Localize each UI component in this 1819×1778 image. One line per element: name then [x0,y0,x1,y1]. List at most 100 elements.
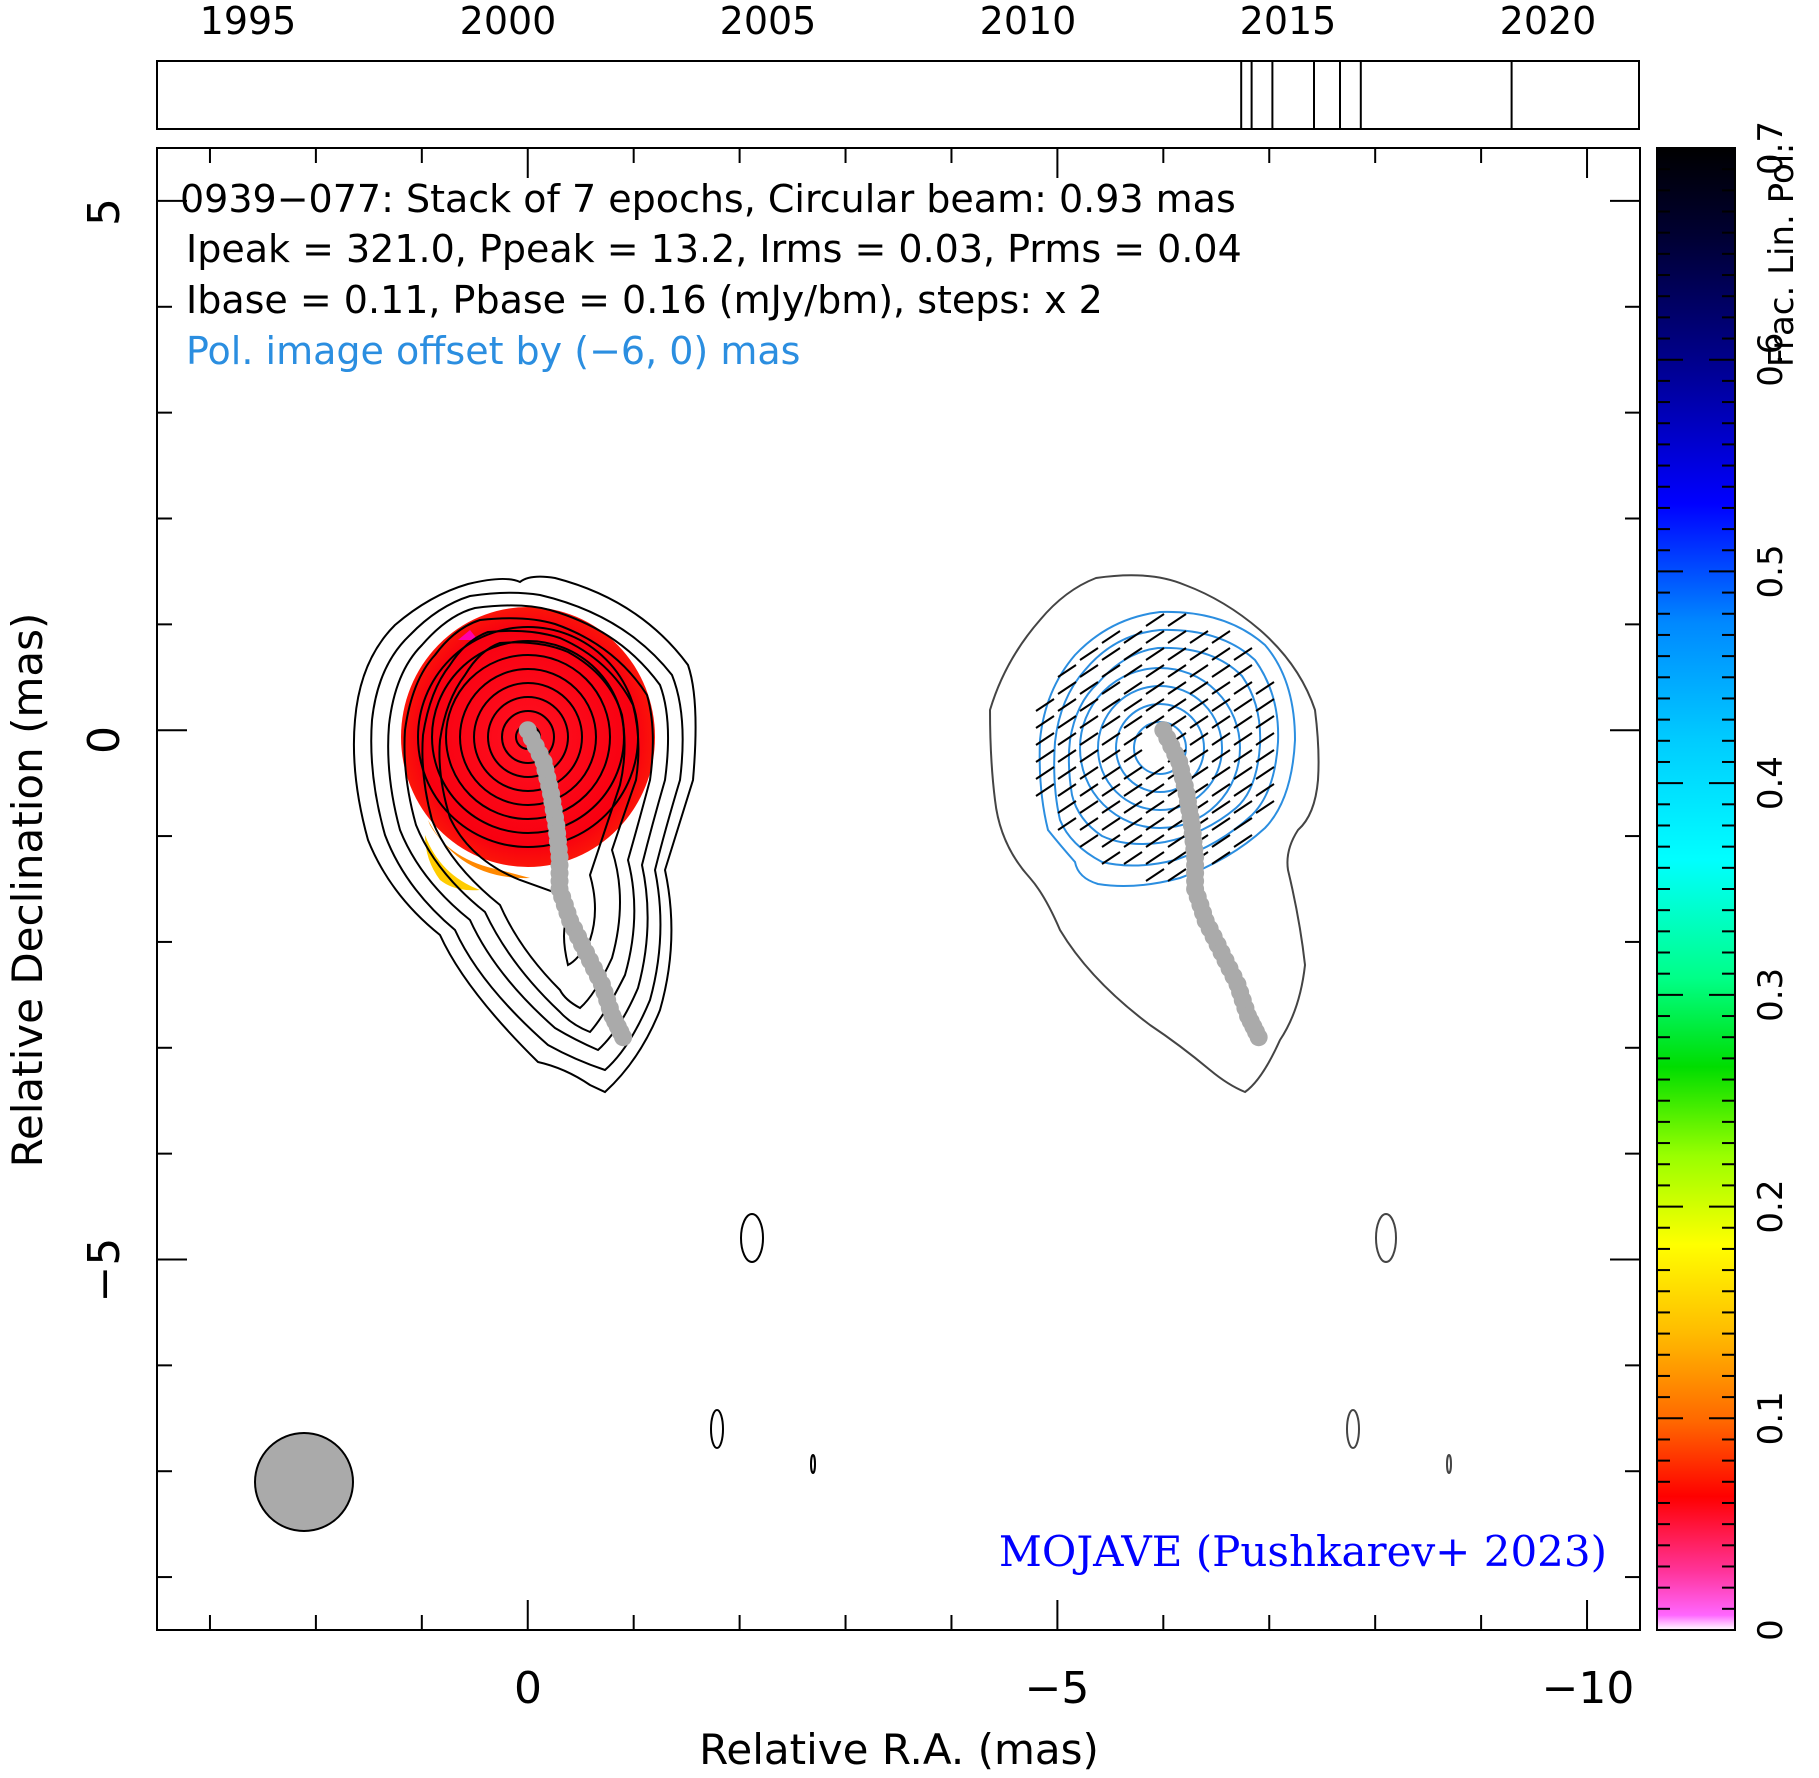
pol-noise-contour-2 [1346,1409,1360,1449]
pol-outline-contours [988,574,1452,1474]
evpa-tick [1233,664,1253,678]
epoch-timeline: 1995 2000 2005 2010 2015 2020 [156,0,1640,130]
evpa-tick [1035,715,1055,729]
colorbar-tick-label: 0.5 [1751,544,1791,598]
contour-13 [501,710,555,764]
evpa-tick [1101,851,1121,865]
timeline-year-label: 2010 [980,0,1077,43]
evpa-tick [1079,817,1099,831]
evpa-tick [1123,783,1143,797]
evpa-tick [1101,681,1121,695]
colorbar-tick-label: 0.3 [1751,968,1791,1022]
evpa-tick [1233,732,1253,746]
y-axis-label: Relative Declination (mas) [3,613,52,1168]
evpa-tick [1233,749,1253,763]
annotation-line-1: 0939−077: Stack of 7 epochs, Circular be… [180,177,1236,221]
colorbar-tick-label: 0.1 [1751,1391,1791,1445]
pol-noise-contour-3 [1446,1454,1452,1474]
evpa-tick [1211,851,1231,865]
contour-9 [445,654,611,820]
axis-ticks [157,148,1640,1630]
evpa-tick [1145,817,1165,831]
evpa-tick [1057,800,1077,814]
evpa-tick [1145,698,1165,712]
evpa-tick [1057,715,1077,729]
timeline-frame [156,60,1640,130]
evpa-tick [1211,630,1231,644]
evpa-tick [1145,715,1165,729]
contour-2 [370,591,684,1072]
evpa-tick [1255,749,1275,763]
evpa-tick [1167,834,1187,848]
evpa-tick [1101,630,1121,644]
evpa-tick [1101,834,1121,848]
evpa-tick [1057,783,1077,797]
evpa-tick [1101,783,1121,797]
evpa-tick [1233,647,1253,661]
x-tick-label-0: 0 [514,1663,542,1714]
evpa-tick [1211,749,1231,763]
contour-11 [473,682,583,792]
evpa-tick [1101,766,1121,780]
evpa-tick [1167,698,1187,712]
evpa-tick [1189,698,1209,712]
evpa-tick [1255,766,1275,780]
evpa-tick [1079,715,1099,729]
evpa-tick [1189,681,1209,695]
noise-contour-2 [710,1409,724,1449]
evpa-tick [1233,783,1253,797]
pol-contour-2 [1053,628,1280,867]
evpa-tick [1079,749,1099,763]
evpa-tick [1145,834,1165,848]
contour-3 [387,604,670,1052]
evpa-tick [1167,851,1187,865]
contour-12 [487,696,569,778]
evpa-tick [1123,834,1143,848]
evpa-tick [1035,783,1055,797]
timeline-year-label: 2020 [1500,0,1597,43]
evpa-tick [1167,613,1187,627]
evpa-tick [1145,800,1165,814]
evpa-tick [1145,868,1165,882]
evpa-tick [1233,698,1253,712]
evpa-tick [1079,664,1099,678]
pol-noise-contour-1 [1375,1213,1397,1263]
pol-contour-3 [1067,646,1262,845]
evpa-tick [1167,647,1187,661]
evpa-tick [1101,647,1121,661]
evpa-tick [1211,715,1231,729]
evpa-tick [1145,664,1165,678]
evpa-tick [1145,766,1165,780]
evpa-tick [1211,698,1231,712]
evpa-tick [1145,647,1165,661]
pol-contour-5 [1097,685,1223,811]
timeline-year-label: 2005 [720,0,817,43]
evpa-tick [1233,817,1253,831]
beam-ellipse [254,1432,354,1532]
noise-contour-3 [810,1454,816,1474]
evpa-tick [1079,783,1099,797]
evpa-tick [1123,817,1143,831]
evpa-tick [1101,800,1121,814]
evpa-tick [1123,732,1143,746]
evpa-tick [1101,749,1121,763]
evpa-tick [1101,698,1121,712]
evpa-tick [1189,766,1209,780]
colorbar-label: Frac. Lin. Pol. [1762,143,1802,367]
colorbar-tick-label: 0.4 [1751,756,1791,810]
evpa-tick [1167,630,1187,644]
colorbar: 0 0.1 0.2 0.3 0.4 0.5 0.6 0.7 Frac. Lin. Pol. [1656,121,1802,1641]
timeline-year-label: 2015 [1240,0,1337,43]
annotation-line-2: Ipeak = 321.0, Ppeak = 13.2, Irms = 0.03… [186,227,1242,271]
evpa-tick [1167,681,1187,695]
evpa-tick [1101,817,1121,831]
ridge-point [614,1028,633,1047]
evpa-tick [1123,766,1143,780]
credit-label: MOJAVE (Pushkarev+ 2023) [999,1527,1607,1576]
evpa-tick [1189,749,1209,763]
evpa-tick [1211,664,1231,678]
evpa-tick [1123,647,1143,661]
evpa-tick [1145,851,1165,865]
evpa-tick [1211,834,1231,848]
